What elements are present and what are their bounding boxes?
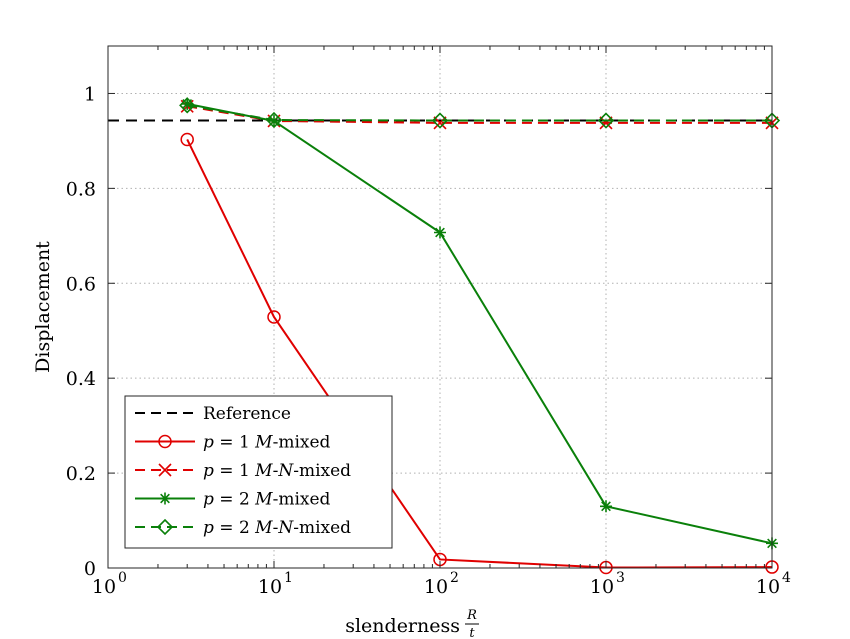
y-tick-labels: 0 0.2 0.4 0.6 0.8 1 <box>66 83 96 580</box>
x-tick-label-exponent: 4 <box>782 570 791 586</box>
x-tick-label-exponent: 3 <box>616 570 625 586</box>
legend-label: p = 1 M-N-mixed <box>203 461 351 481</box>
legend-label: p = 2 M-N-mixed <box>203 518 351 538</box>
legend-marker <box>159 492 171 505</box>
data-point <box>181 97 194 110</box>
x-axis-label-numerator: R <box>466 608 477 623</box>
x-tick-labels: 10 0 10 1 10 2 10 3 10 4 <box>92 570 791 598</box>
data-point <box>180 132 194 147</box>
legend-label-part: -mixed <box>273 490 331 510</box>
x-tick-label: 10 2 <box>424 570 459 598</box>
legend-label-part: = 1 <box>214 461 255 481</box>
data-point <box>267 310 281 324</box>
data-point <box>600 500 612 513</box>
legend-label-part: - <box>273 518 279 538</box>
legend-label-part: Reference <box>203 404 291 424</box>
legend-label-part: -mixed <box>273 433 331 453</box>
legend-item: Reference <box>135 404 291 424</box>
data-point <box>434 226 446 239</box>
legend-label-part: -mixed <box>293 518 351 538</box>
x-tick-label-base: 10 <box>756 576 780 598</box>
legend-label-part: M <box>254 461 273 481</box>
series-4 <box>179 97 781 129</box>
y-axis-label: Displacement <box>32 241 54 373</box>
y-tick-label: 0 <box>84 558 96 580</box>
legend-item: p = 1 M-mixed <box>135 433 331 453</box>
x-tick-label-base: 10 <box>258 576 282 598</box>
data-point <box>599 116 613 130</box>
legend-marker <box>156 518 174 536</box>
legend-label-part: N <box>277 461 294 481</box>
legend-label-part: = 1 <box>214 433 255 453</box>
legend-label-part: M <box>254 433 273 453</box>
legend-label-part: M <box>254 518 273 538</box>
x-tick-label: 10 0 <box>92 570 127 598</box>
legend-box <box>124 395 393 549</box>
legend-label-part: N <box>277 518 294 538</box>
data-point <box>433 116 447 130</box>
legend-label: p = 1 M-mixed <box>203 433 331 453</box>
y-tick-label: 0.6 <box>66 273 96 295</box>
x-tick-label-exponent: 0 <box>118 570 127 586</box>
y-tick-label: 0.4 <box>66 368 96 390</box>
x-axis-label-denominator: t <box>469 626 475 639</box>
y-tick-label: 0.8 <box>66 178 96 200</box>
data-point <box>597 112 615 129</box>
legend-label-part: p <box>203 461 214 481</box>
data-point <box>265 111 283 129</box>
x-tick-label-base: 10 <box>424 576 448 598</box>
legend-label-part: p <box>203 433 214 453</box>
legend-item: p = 2 M-mixed <box>135 490 331 510</box>
legend-label-part: - <box>273 461 279 481</box>
legend-label-part: = 2 <box>214 490 255 510</box>
x-tick-label: 10 1 <box>258 570 293 598</box>
legend-item: p = 1 M-N-mixed <box>135 461 351 481</box>
legend-label: p = 2 M-mixed <box>203 490 331 510</box>
axis-ticks <box>107 46 773 569</box>
legend-label-part: = 2 <box>214 518 255 538</box>
x-axis-label: slenderness R t <box>345 608 479 639</box>
x-tick-label-exponent: 1 <box>284 570 293 586</box>
legend-marker <box>158 434 172 449</box>
legend-label-part: M <box>254 490 273 510</box>
x-tick-label-base: 10 <box>590 576 614 598</box>
legend-label: Reference <box>203 404 291 424</box>
legend-item: p = 2 M-N-mixed <box>135 518 351 538</box>
x-tick-label-exponent: 2 <box>450 570 459 586</box>
y-tick-label: 0.2 <box>66 463 96 485</box>
y-tick-label: 1 <box>84 83 96 105</box>
x-axis-label-text: slenderness <box>345 615 460 637</box>
x-tick-label-base: 10 <box>92 576 116 598</box>
data-point <box>179 97 196 114</box>
legend-label-part: p <box>203 518 214 538</box>
data-point <box>431 112 449 129</box>
legend-label-part: p <box>203 490 214 510</box>
series-line <box>186 139 773 569</box>
x-tick-label: 10 4 <box>756 570 791 598</box>
x-tick-label: 10 3 <box>590 570 625 598</box>
legend-marker <box>158 463 172 477</box>
legend-label-part: -mixed <box>293 461 351 481</box>
